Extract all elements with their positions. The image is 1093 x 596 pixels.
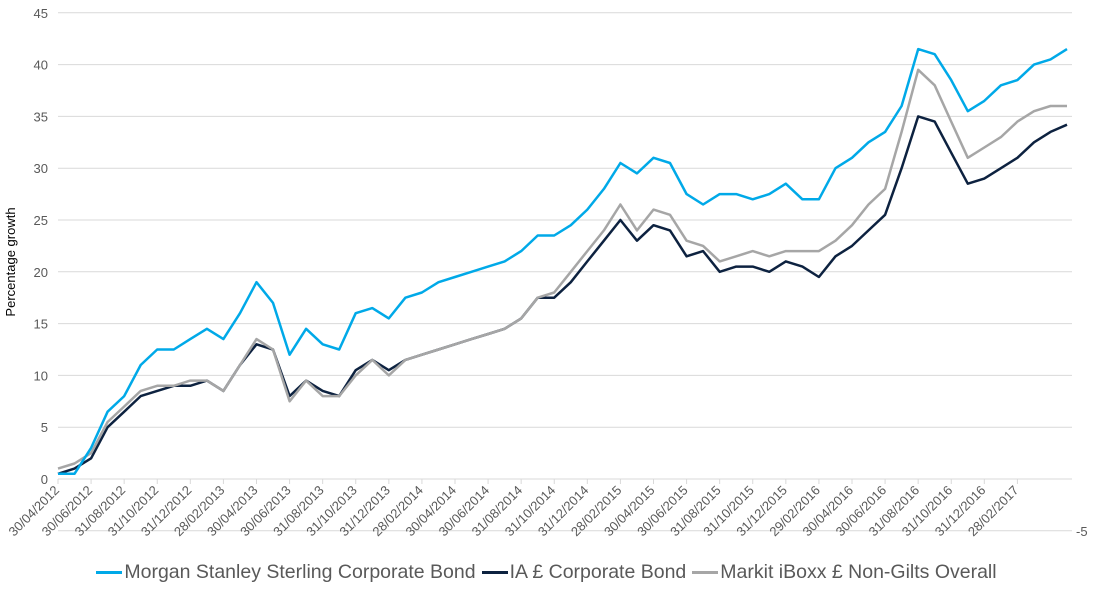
- legend-swatch: [96, 571, 123, 574]
- gridlines: [58, 12, 1072, 532]
- y-tick-label: 15: [34, 317, 48, 332]
- legend-label: IA £ Corporate Bond: [509, 561, 687, 583]
- y-tick-label: 45: [34, 6, 48, 21]
- y-tick-label: 20: [34, 265, 48, 280]
- legend-swatch: [481, 571, 508, 574]
- series-lines: [57, 47, 1068, 476]
- y-tick-label: 0: [41, 472, 48, 487]
- legend-item-morgan-stanley: Morgan Stanley Sterling Corporate Bond: [96, 561, 476, 584]
- legend-item-markit-iboxx: Markit iBoxx £ Non-Gilts Overall: [692, 561, 997, 584]
- legend-swatch: [692, 571, 719, 574]
- y-tick-label: 10: [34, 368, 48, 383]
- x-axis: 30/04/201230/06/201231/08/201231/10/2012…: [5, 478, 1072, 539]
- y-tick-label: -5: [1076, 524, 1088, 539]
- y-axis-label: Percentage growth: [3, 207, 18, 316]
- legend-item-ia-corporate-bond: IA £ Corporate Bond: [481, 561, 687, 584]
- series-line-markit-iboxx-non-gilts-overall: [57, 68, 1067, 470]
- y-tick-label: 5: [41, 420, 48, 435]
- y-tick-label: 25: [34, 213, 48, 228]
- legend-label: Markit iBoxx £ Non-Gilts Overall: [720, 561, 997, 583]
- y-tick-label: 30: [34, 161, 48, 176]
- legend-label: Morgan Stanley Sterling Corporate Bond: [124, 561, 476, 583]
- y-tick-label: 35: [34, 109, 48, 124]
- series-line-morgan-stanley-sterling-corporate-bond: [58, 47, 1068, 476]
- y-tick-label: 40: [34, 58, 48, 73]
- y-axis-tick-labels: -5 0 5 10 15 20 25 30 35 40 45: [34, 6, 1088, 539]
- line-chart: -5 0 5 10 15 20 25 30 35 40 45 30/04/201230/06/201…: [3, 6, 1088, 539]
- series-line-ia-corporate-bond: [57, 115, 1068, 475]
- legend: Morgan Stanley Sterling Corporate Bond I…: [0, 561, 1093, 584]
